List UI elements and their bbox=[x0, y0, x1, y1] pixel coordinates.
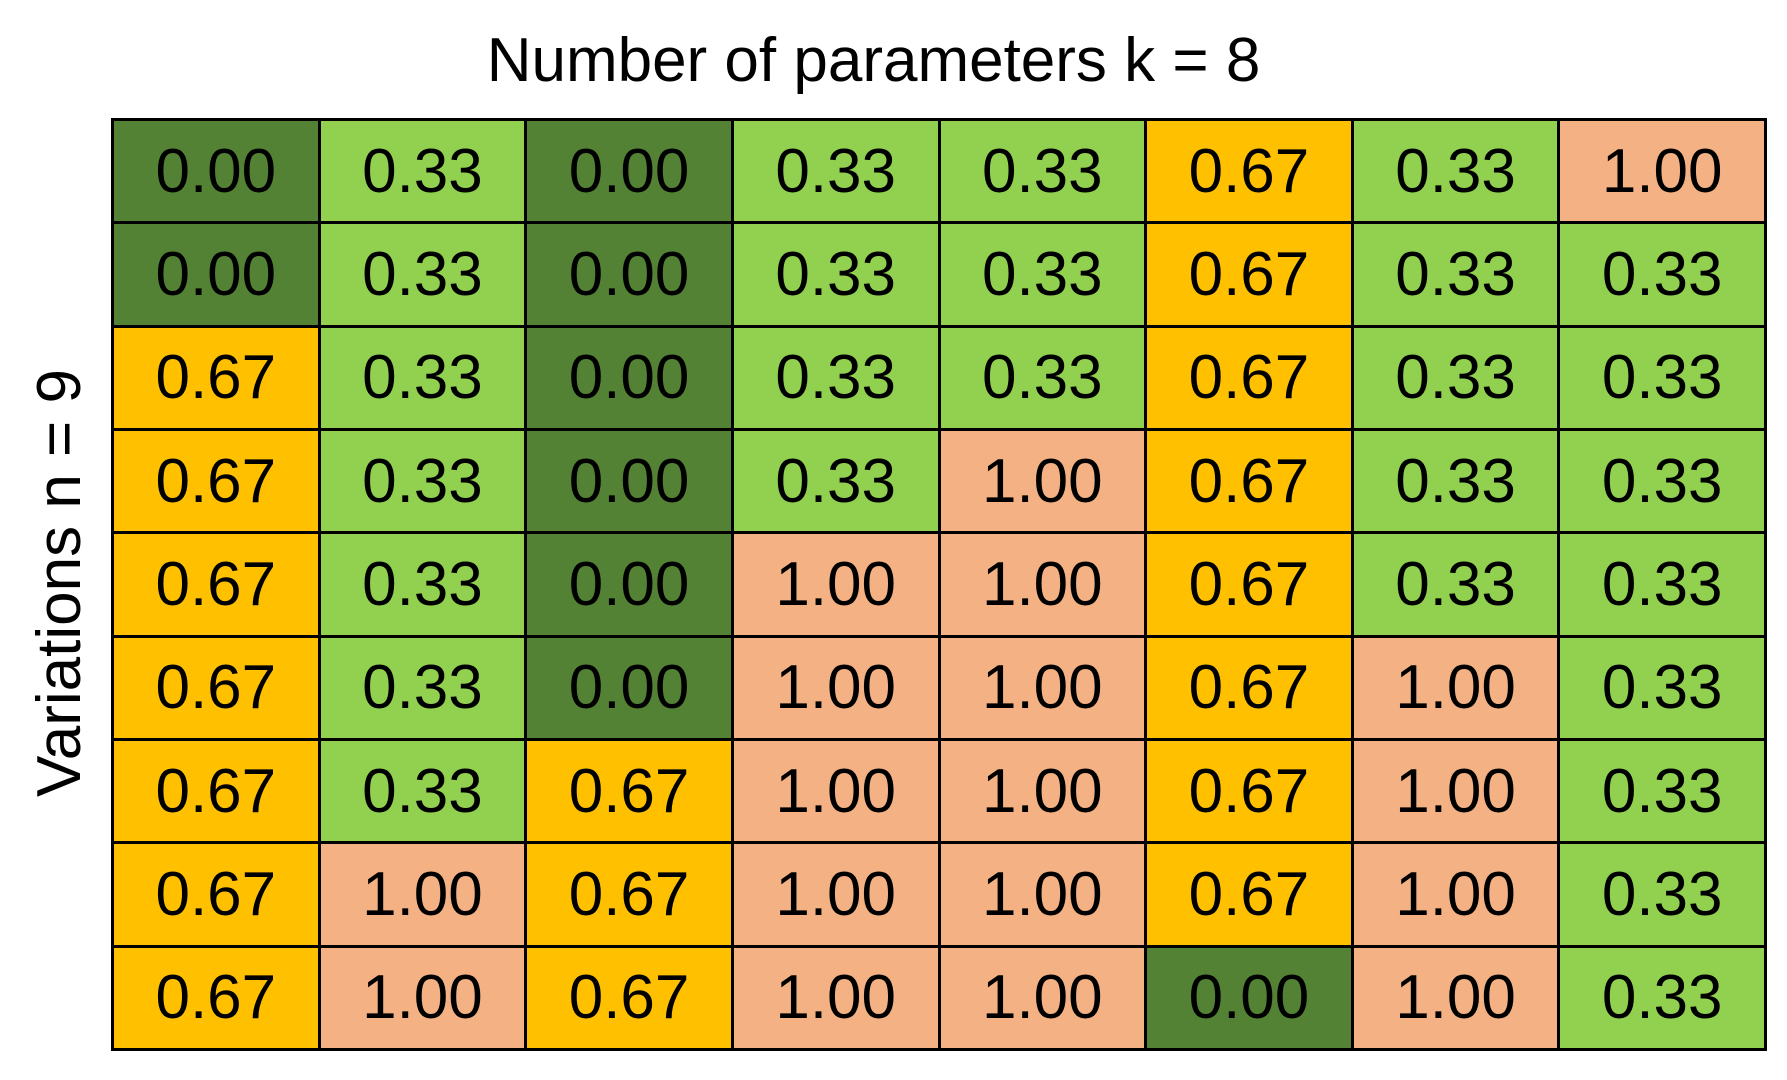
grid-cell: 0.33 bbox=[1353, 327, 1558, 428]
grid-cell: 0.00 bbox=[527, 534, 731, 635]
y-axis-label: Variations n = 9 bbox=[25, 369, 94, 797]
grid-cell: 0.00 bbox=[527, 327, 731, 428]
grid-cell: 0.67 bbox=[1147, 327, 1351, 428]
grid-cell: 1.00 bbox=[940, 637, 1145, 738]
grid-cell: 1.00 bbox=[733, 637, 938, 738]
grid-cell: 1.00 bbox=[940, 534, 1145, 635]
grid-cell: 0.67 bbox=[114, 431, 318, 532]
grid-cell: 0.33 bbox=[940, 327, 1145, 428]
grid-cell: 0.00 bbox=[527, 637, 731, 738]
grid-cell: 0.33 bbox=[1560, 741, 1764, 842]
grid-cell: 0.67 bbox=[1147, 844, 1351, 945]
grid-cell: 0.33 bbox=[1560, 431, 1764, 532]
grid-cell: 0.00 bbox=[527, 431, 731, 532]
grid-cell: 0.33 bbox=[1560, 637, 1764, 738]
grid-cell: 1.00 bbox=[940, 947, 1145, 1048]
grid-cell: 0.33 bbox=[1560, 534, 1764, 635]
grid-cell: 1.00 bbox=[1353, 637, 1558, 738]
grid-cell: 0.33 bbox=[1560, 947, 1764, 1048]
grid-cell: 0.33 bbox=[940, 121, 1145, 222]
grid-cell: 0.00 bbox=[527, 224, 731, 325]
grid-cell: 1.00 bbox=[940, 741, 1145, 842]
grid-cell: 0.33 bbox=[733, 224, 938, 325]
grid-cell: 0.67 bbox=[114, 637, 318, 738]
grid-cell: 0.67 bbox=[114, 947, 318, 1048]
grid-cell: 0.33 bbox=[320, 121, 525, 222]
grid-cell: 0.00 bbox=[1147, 947, 1351, 1048]
figure-title: Number of parameters k = 8 bbox=[486, 26, 1261, 95]
grid-cell: 1.00 bbox=[320, 947, 525, 1048]
grid-cell: 0.33 bbox=[320, 327, 525, 428]
grid-cell: 0.33 bbox=[733, 121, 938, 222]
grid-cell: 0.67 bbox=[114, 534, 318, 635]
grid-cell: 0.33 bbox=[1560, 224, 1764, 325]
grid-cell: 0.33 bbox=[320, 224, 525, 325]
grid-cell: 0.67 bbox=[1147, 121, 1351, 222]
grid-cell: 1.00 bbox=[1560, 121, 1764, 222]
grid-cell: 0.67 bbox=[527, 844, 731, 945]
grid-cell: 1.00 bbox=[320, 844, 525, 945]
grid-cell: 0.33 bbox=[940, 224, 1145, 325]
grid-cell: 0.33 bbox=[320, 431, 525, 532]
y-axis-label-container: Variations n = 9 bbox=[20, 118, 100, 1048]
value-grid: 0.00 0.33 0.00 0.33 0.33 0.67 0.33 1.00 0.00 0.33… bbox=[111, 118, 1767, 1051]
grid-cell: 0.33 bbox=[1353, 534, 1558, 635]
grid-cell: 0.67 bbox=[1147, 431, 1351, 532]
grid-cell: 0.67 bbox=[527, 741, 731, 842]
grid-cell: 1.00 bbox=[1353, 844, 1558, 945]
grid-cell: 0.33 bbox=[1353, 431, 1558, 532]
grid-cell: 0.33 bbox=[1353, 121, 1558, 222]
grid-cell: 0.33 bbox=[1353, 224, 1558, 325]
grid-cell: 0.00 bbox=[527, 121, 731, 222]
grid-cell: 1.00 bbox=[940, 844, 1145, 945]
grid-cell: 0.67 bbox=[1147, 224, 1351, 325]
grid-cell: 0.33 bbox=[1560, 844, 1764, 945]
grid-cell: 1.00 bbox=[733, 947, 938, 1048]
grid-cell: 1.00 bbox=[940, 431, 1145, 532]
grid-cell: 0.33 bbox=[320, 637, 525, 738]
grid-cell: 0.33 bbox=[320, 534, 525, 635]
grid-cell: 0.67 bbox=[114, 327, 318, 428]
grid-cell: 1.00 bbox=[1353, 741, 1558, 842]
grid-cell: 0.67 bbox=[114, 741, 318, 842]
grid-cell: 0.00 bbox=[114, 121, 318, 222]
grid-cell: 0.67 bbox=[1147, 534, 1351, 635]
grid-cell: 0.67 bbox=[114, 844, 318, 945]
grid-cell: 0.67 bbox=[1147, 741, 1351, 842]
grid-cell: 1.00 bbox=[733, 844, 938, 945]
grid-cell: 1.00 bbox=[733, 534, 938, 635]
grid-cell: 0.33 bbox=[320, 741, 525, 842]
grid-cell: 1.00 bbox=[1353, 947, 1558, 1048]
grid-cell: 0.67 bbox=[527, 947, 731, 1048]
grid-cell: 0.67 bbox=[1147, 637, 1351, 738]
grid-cell: 0.33 bbox=[733, 431, 938, 532]
grid-cell: 0.00 bbox=[114, 224, 318, 325]
grid-cell: 0.33 bbox=[733, 327, 938, 428]
grid-cell: 1.00 bbox=[733, 741, 938, 842]
grid-cell: 0.33 bbox=[1560, 327, 1764, 428]
